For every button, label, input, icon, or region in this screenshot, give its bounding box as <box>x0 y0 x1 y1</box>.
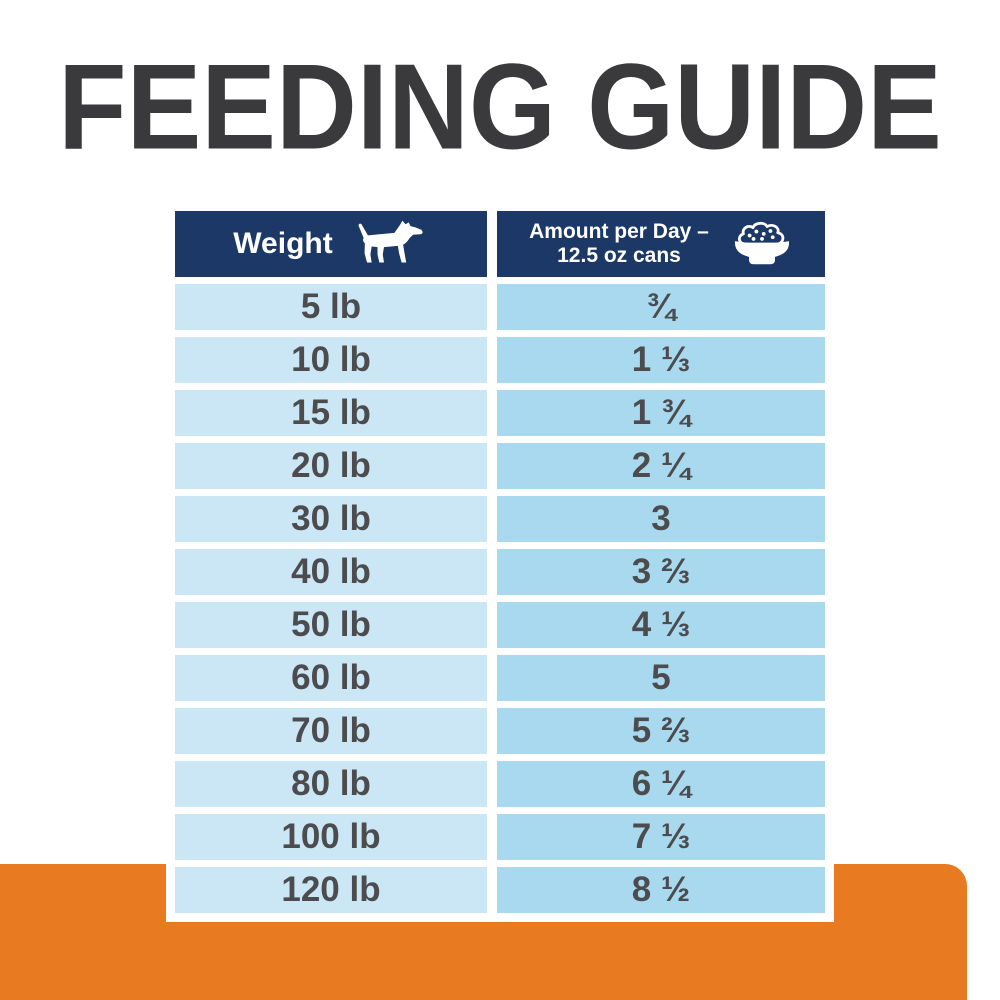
weight-cell: 50 lb <box>175 602 487 648</box>
amount-header-label: Amount per Day – 12.5 oz cans <box>529 220 709 267</box>
weight-cell: 60 lb <box>175 655 487 701</box>
weight-cell: 80 lb <box>175 761 487 807</box>
amount-cell: 3 <box>497 496 825 542</box>
column-header-amount: Amount per Day – 12.5 oz cans <box>497 211 825 277</box>
weight-cell: 10 lb <box>175 337 487 383</box>
column-header-weight: Weight <box>175 211 487 277</box>
amount-cell: 6 ¼ <box>497 761 825 807</box>
feeding-table: Weight Amount per Day – 12.5 oz cans <box>166 211 834 922</box>
weight-cell: 120 lb <box>175 867 487 913</box>
amount-header-line1: Amount per Day – <box>529 220 709 244</box>
amount-cell: ¾ <box>497 284 825 330</box>
weight-cell: 30 lb <box>175 496 487 542</box>
page-title: FEEDING GUIDE <box>58 38 942 175</box>
amount-cell: 1 ¾ <box>497 390 825 436</box>
amount-cell: 2 ¼ <box>497 443 825 489</box>
amount-cell: 3 ⅔ <box>497 549 825 595</box>
dog-icon <box>358 220 423 263</box>
weight-cell: 70 lb <box>175 708 487 754</box>
weight-header-label: Weight <box>233 227 333 260</box>
amount-cell: 7 ⅓ <box>497 814 825 860</box>
food-bowl-icon <box>734 221 789 265</box>
amount-header-line2: 12.5 oz cans <box>557 244 681 267</box>
amount-cell: 8 ½ <box>497 867 825 913</box>
weight-cell: 5 lb <box>175 284 487 330</box>
weight-cell: 100 lb <box>175 814 487 860</box>
amount-cell: 4 ⅓ <box>497 602 825 648</box>
amount-cell: 5 <box>497 655 825 701</box>
weight-cell: 40 lb <box>175 549 487 595</box>
weight-cell: 15 lb <box>175 390 487 436</box>
amount-cell: 5 ⅔ <box>497 708 825 754</box>
weight-cell: 20 lb <box>175 443 487 489</box>
amount-cell: 1 ⅓ <box>497 337 825 383</box>
